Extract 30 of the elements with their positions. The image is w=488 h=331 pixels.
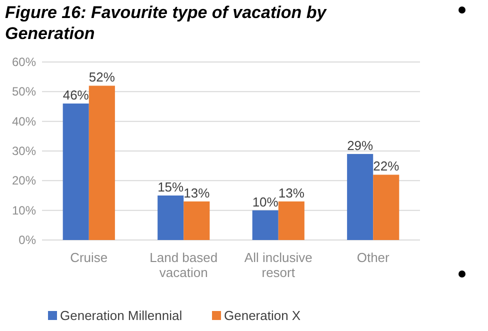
bar <box>373 174 400 240</box>
data-label: 15% <box>158 180 184 194</box>
chart-title: Figure 16: Favourite type of vacation by Generation <box>5 3 328 43</box>
y-tick-label: 60% <box>12 55 36 69</box>
x-tick-label: Cruise <box>70 250 108 265</box>
x-tick-label: Other <box>356 250 390 265</box>
bar <box>158 196 184 240</box>
y-tick-label: 0% <box>18 233 36 247</box>
data-label: 52% <box>88 70 116 85</box>
legend-label: Generation Millennial <box>60 308 182 323</box>
data-label: 10% <box>252 194 279 210</box>
bar <box>252 210 278 240</box>
data-label: 22% <box>373 158 400 174</box>
bar <box>62 104 89 240</box>
bar <box>347 154 374 240</box>
y-tick-label: 30% <box>12 144 36 158</box>
y-tick-label: 20% <box>12 174 36 188</box>
data-label: 46% <box>62 88 90 103</box>
y-tick-label: 50% <box>12 84 36 99</box>
data-label: 29% <box>347 138 374 153</box>
bar <box>88 86 115 240</box>
data-label: 13% <box>278 185 305 200</box>
y-tick-label: 40% <box>12 114 36 128</box>
y-tick-label: 10% <box>12 203 36 218</box>
bar <box>278 201 304 240</box>
bar <box>184 201 210 240</box>
legend-label: Generation X <box>224 308 301 323</box>
data-label: 13% <box>184 185 210 200</box>
x-tick-label: Land based vacation <box>150 250 218 280</box>
x-tick-label: All inclusive resort <box>244 250 312 280</box>
